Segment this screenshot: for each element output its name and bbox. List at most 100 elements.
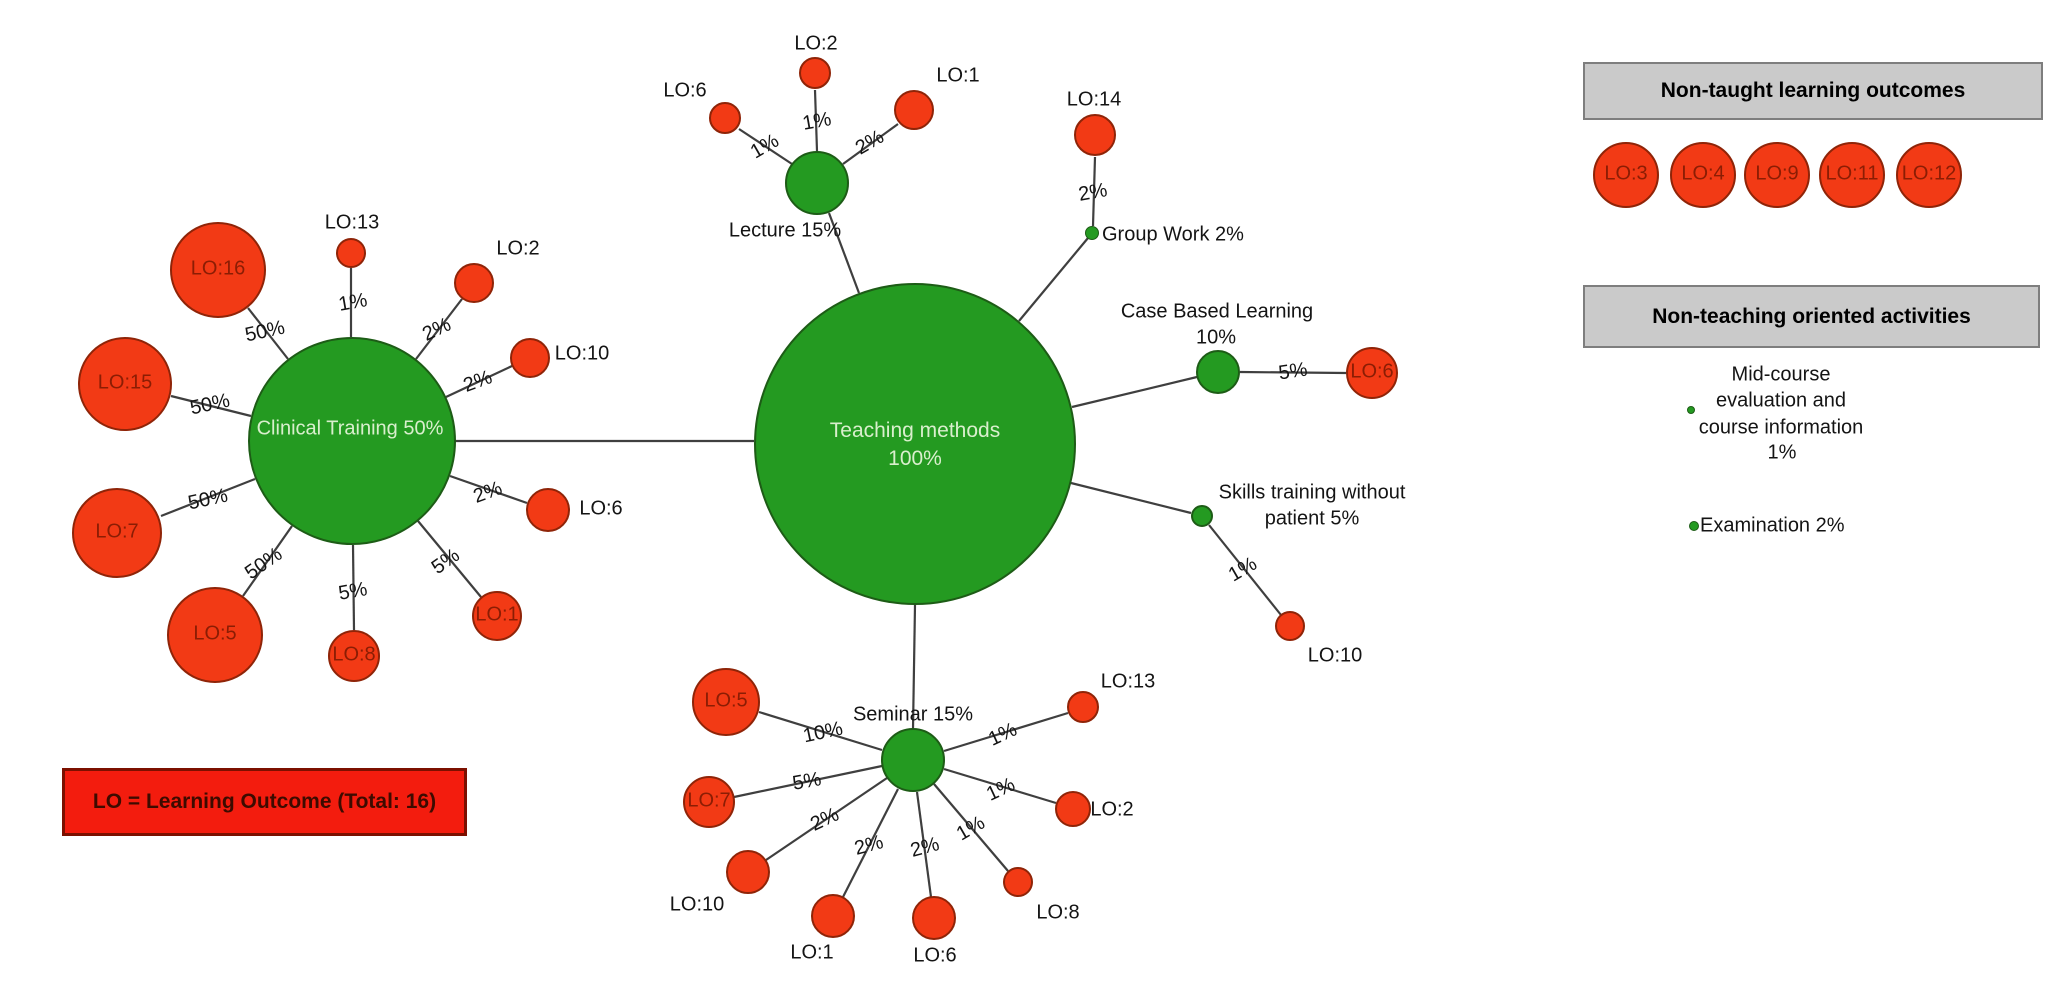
nontaught-lo3-label: LO:3 [1604,162,1648,185]
nontaught-lo9-label: LO:9 [1755,162,1799,185]
edge-clinical-lo6 [449,474,528,505]
clinical-lo13-label: LO:13 [324,211,380,234]
clinical-lo7-label: LO:7 [95,520,139,543]
clinical-lo5-label: LO:5 [193,622,237,645]
edge-clinical-lo15 [170,394,252,418]
skills-lo10-label: LO:10 [1307,644,1363,667]
edge-lecture-lo6 [738,128,793,165]
node-seminar-lo5 [692,668,760,736]
nontaught-lo11-label: LO:11 [1825,162,1879,185]
node-nontaught-lo12 [1896,142,1962,208]
examination-label: Examination 2% [1700,514,1845,537]
node-nontaught-lo9 [1744,142,1810,208]
case-based-label-line2: 10% [1195,326,1237,349]
edge-hub-lecture [827,212,861,294]
node-case-based-learning [1196,350,1240,394]
central-label-line1: Teaching methods [829,418,1001,442]
node-seminar-lo2 [1055,791,1091,827]
casebased-lo6-pct: 5% [1277,358,1309,385]
edge-hub-groupwork [1018,237,1089,322]
group-work-label: Group Work 2% [1102,223,1244,246]
clinical-lo1-label: LO:1 [475,603,519,626]
edge-clinical-lo5 [242,525,293,597]
seminar-lo8-label: LO:8 [1036,901,1080,924]
edge-clinical-lo1 [417,520,482,598]
mid-course-label-line4: 1% [1767,441,1797,464]
edge-clinical-lo7 [160,477,256,518]
non-teaching-panel-header: Non-teaching oriented activities [1583,285,2040,348]
edge-seminar-lo13 [943,711,1069,753]
edge-lecture-lo1 [842,123,899,165]
seminar-lo5-label: LO:5 [704,689,748,712]
mid-course-label-line2: evaluation and [1715,389,1847,412]
node-nontaught-lo4 [1670,142,1736,208]
node-seminar-lo1 [811,894,855,938]
seminar-label: Seminar 15% [852,703,974,726]
lecture-lo1-label: LO:1 [936,64,980,87]
node-clinical-lo10 [510,338,550,378]
node-clinical-lo8 [328,630,380,682]
node-seminar [881,728,945,792]
legend-text: LO = Learning Outcome (Total: 16) [92,790,437,813]
edge-lecture-lo2 [813,89,819,152]
node-clinical-lo16 [170,222,266,318]
skills-label-line2: patient 5% [1264,507,1360,530]
node-lecture-lo1 [894,90,934,130]
node-mid-course-dot [1687,406,1695,414]
edge-seminar-lo5 [758,710,883,752]
casebased-lo6-label: LO:6 [1350,360,1394,383]
mid-course-label-line3: course information [1698,416,1864,439]
node-clinical-training [248,337,456,545]
edge-skills-lo10 [1208,524,1282,616]
seminar-lo6-label: LO:6 [913,944,957,967]
node-groupwork-lo14 [1074,114,1116,156]
non-taught-panel-header: Non-taught learning outcomes [1583,62,2043,120]
node-clinical-lo13 [336,238,366,268]
seminar-lo13-label: LO:13 [1100,670,1156,693]
edge-hub-casebased [1071,375,1198,409]
clinical-lo15-label: LO:15 [97,371,153,394]
lecture-label: Lecture 15% [728,219,842,242]
node-clinical-lo1 [472,591,522,641]
edge-groupwork-lo14 [1091,156,1097,227]
central-label-line2: 100% [888,446,942,470]
edge-seminar-lo8 [933,783,1009,872]
node-seminar-lo10 [726,850,770,894]
seminar-lo10-label: LO:10 [669,893,725,916]
clinical-lo8-label: LO:8 [332,643,376,666]
edge-clinical-lo2 [415,298,463,360]
node-lecture-lo6 [709,102,741,134]
seminar-lo7-label: LO:7 [687,789,731,812]
node-clinical-lo2 [454,263,494,303]
seminar-lo7-pct: 5% [790,768,824,795]
groupwork-lo14-label: LO:14 [1066,88,1122,111]
node-casebased-lo6 [1346,347,1398,399]
non-teaching-panel-title: Non-teaching oriented activities [1652,304,1971,328]
clinical-lo13-pct: 1% [336,289,370,316]
edge-seminar-lo2 [943,767,1057,805]
groupwork-lo14-pct: 2% [1076,179,1110,206]
node-clinical-lo5 [167,587,263,683]
node-lecture-lo2 [799,57,831,89]
clinical-lo10-label: LO:10 [554,342,610,365]
case-based-label-line1: Case Based Learning [1120,300,1314,323]
skills-label-line1: Skills training without [1218,481,1406,504]
clinical-lo8-pct: 5% [336,578,370,605]
clinical-training-label: Clinical Training 50% [256,417,444,440]
seminar-lo2-label: LO:2 [1090,798,1134,821]
edge-clinical-lo16 [247,307,289,360]
node-skills-lo10 [1275,611,1305,641]
node-seminar-lo6 [912,896,956,940]
edge-casebased-lo6 [1239,370,1347,375]
node-lecture [785,151,849,215]
edge-hub-skills [1070,481,1192,515]
node-skills-training [1191,505,1213,527]
clinical-lo2-label: LO:2 [496,237,540,260]
edge-hub-seminar [911,604,917,730]
node-teaching-methods [754,283,1076,605]
edge-clinical-lo8 [351,544,356,631]
node-clinical-lo6 [526,488,570,532]
node-clinical-lo15 [78,337,172,431]
